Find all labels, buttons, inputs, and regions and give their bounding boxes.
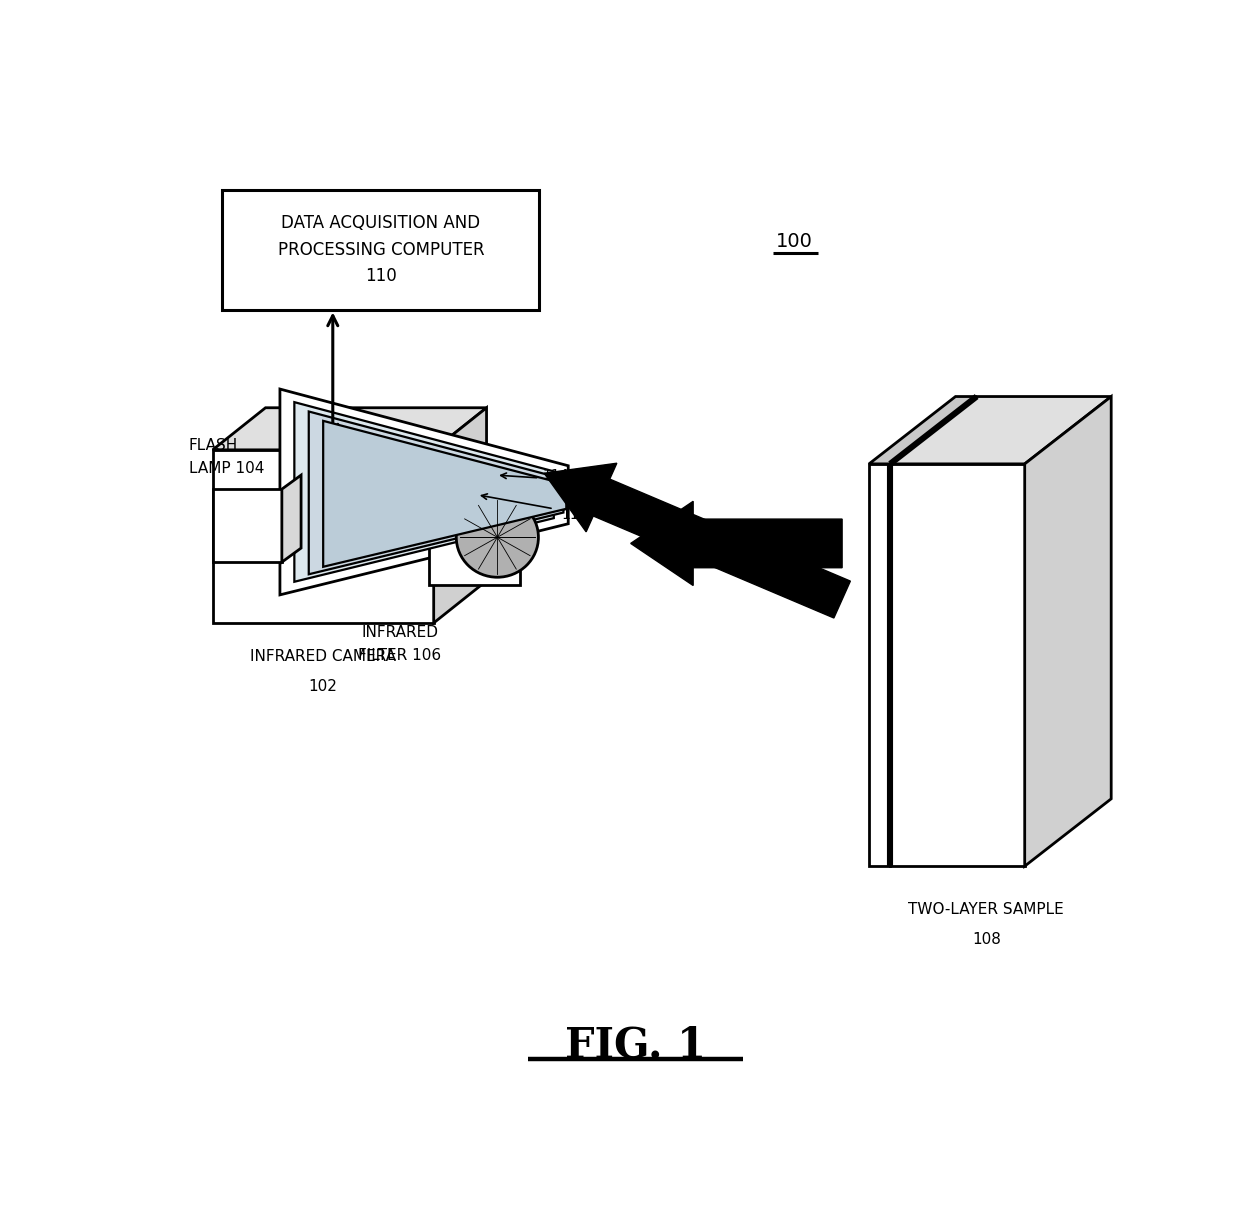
Polygon shape xyxy=(309,412,563,575)
Polygon shape xyxy=(890,464,1024,866)
Polygon shape xyxy=(294,402,554,582)
Polygon shape xyxy=(890,396,1111,464)
Polygon shape xyxy=(281,475,301,563)
Polygon shape xyxy=(213,450,434,623)
Polygon shape xyxy=(434,408,486,623)
Text: LAMP 104: LAMP 104 xyxy=(188,460,264,476)
Text: DATA ACQUISITION AND
PROCESSING COMPUTER
110: DATA ACQUISITION AND PROCESSING COMPUTER… xyxy=(278,214,484,286)
Text: INFRARED: INFRARED xyxy=(362,625,439,640)
Text: FLASH: FLASH xyxy=(188,437,238,453)
Polygon shape xyxy=(869,464,890,866)
FancyBboxPatch shape xyxy=(222,190,539,310)
Circle shape xyxy=(456,497,538,577)
Polygon shape xyxy=(280,389,568,595)
Polygon shape xyxy=(213,490,281,563)
Text: INFRARED CAMERA: INFRARED CAMERA xyxy=(250,649,396,665)
Text: FILTER 106: FILTER 106 xyxy=(358,648,441,663)
Text: TWO-LAYER SAMPLE: TWO-LAYER SAMPLE xyxy=(909,902,1064,917)
Polygon shape xyxy=(429,490,521,584)
FancyArrow shape xyxy=(631,502,842,586)
Polygon shape xyxy=(213,408,486,450)
Text: 114: 114 xyxy=(542,468,569,482)
Text: 108: 108 xyxy=(972,932,1001,946)
Polygon shape xyxy=(1024,396,1111,866)
Text: 102: 102 xyxy=(309,679,337,694)
Polygon shape xyxy=(324,420,567,566)
Text: 100: 100 xyxy=(776,232,812,250)
Text: FIG. 1: FIG. 1 xyxy=(565,1024,706,1067)
FancyArrow shape xyxy=(544,463,851,618)
Polygon shape xyxy=(869,396,977,464)
Text: 112: 112 xyxy=(562,508,588,522)
